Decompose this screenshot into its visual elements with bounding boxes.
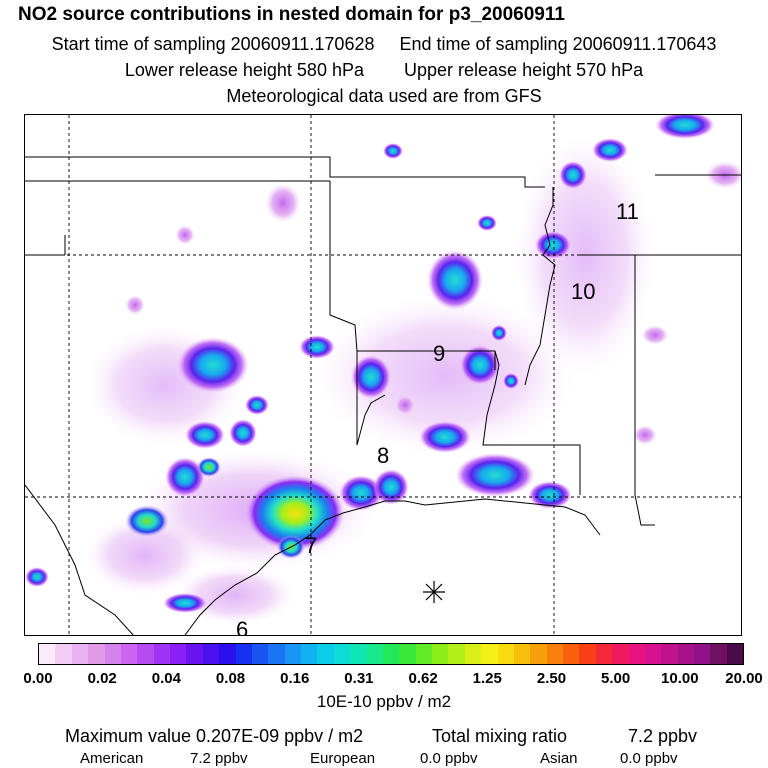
american-label: American	[80, 750, 144, 767]
sampling-start: Start time of sampling 20060911.170628	[51, 34, 375, 54]
colorbar-segment	[39, 644, 56, 664]
coastline	[184, 498, 601, 635]
colorbar-segment	[55, 644, 72, 664]
colorbar-tick-label: 20.00	[725, 670, 763, 687]
colorbar-segment	[71, 644, 89, 664]
colorbar-tick-label: 10.00	[661, 670, 699, 687]
colorbar-segment	[399, 644, 416, 664]
flight-label-7: 7	[305, 533, 318, 558]
total-mixing-value: 7.2 ppbv	[628, 726, 698, 746]
lower-release-height: Lower release height 580 hPa	[124, 60, 364, 80]
flight-label-9: 9	[433, 341, 446, 366]
colorbar-segment	[644, 644, 662, 664]
colorbar-tick-label: 0.62	[408, 670, 438, 687]
map-canvas	[25, 115, 741, 635]
flight-label-6: 6	[236, 617, 249, 636]
total-mixing-label: Total mixing ratio	[432, 726, 568, 746]
colorbar-segment	[202, 644, 220, 664]
colorbar-tick-label: 0.31	[344, 670, 374, 687]
colorbar-segment	[317, 644, 334, 664]
colorbar-segment	[415, 644, 432, 664]
american-value: 7.2 ppbv	[190, 750, 248, 767]
colorbar-segment	[677, 644, 694, 664]
asterisk-icon	[423, 581, 445, 603]
colorbar-tick-label: 0.00	[23, 670, 53, 687]
colorbar-segment	[661, 644, 678, 664]
colorbar-segment	[481, 644, 498, 664]
colorbar-segment	[120, 644, 138, 664]
colorbar-segment	[301, 644, 318, 664]
flight-label-10: 10	[571, 279, 596, 304]
map-title: NO2 source contributions in nested domai…	[18, 4, 565, 25]
colorbar-segment	[694, 644, 711, 664]
colorbar-segment	[284, 644, 301, 664]
european-label: European	[310, 750, 376, 767]
asian-label: Asian	[540, 750, 578, 767]
colorbar-segment	[153, 644, 170, 664]
colorbar-segment	[546, 644, 563, 664]
colorbar-segment	[563, 644, 580, 664]
colorbar-segment	[628, 644, 645, 664]
flight-label-11: 11	[616, 199, 639, 224]
maximum-value: Maximum value 0.207E-09 ppbv / m2	[65, 726, 364, 746]
colorbar-segment	[268, 644, 285, 664]
colorbar-segment	[595, 644, 613, 664]
colorbar-tick-label: 0.04	[151, 670, 181, 687]
european-value: 0.0 ppbv	[420, 750, 478, 767]
colorbar-segment	[350, 644, 367, 664]
colorbar-segment	[448, 644, 465, 664]
colorbar-segment	[366, 644, 383, 664]
colorbar-segment	[88, 644, 105, 664]
colorbar-segment	[579, 644, 596, 664]
colorbar-tick-label: 0.08	[215, 670, 246, 687]
colorbar-segment	[170, 644, 187, 664]
plume-hotspots	[25, 115, 741, 613]
colorbar-tick-label: 5.00	[601, 670, 631, 687]
sampling-end: End time of sampling 20060911.170643	[399, 34, 717, 54]
colorbar-segment	[432, 644, 449, 664]
colorbar-segment	[186, 644, 203, 664]
met-data-note: Meteorological data used are from GFS	[226, 86, 542, 106]
colorbar-segment	[382, 644, 400, 664]
asian-value: 0.0 ppbv	[620, 750, 678, 767]
release-heights: Lower release height 580 hPa Upper relea…	[0, 60, 768, 81]
colorbar-segment	[137, 644, 154, 664]
colorbar-segment	[513, 644, 531, 664]
colorbar-segment	[219, 644, 236, 664]
colorbar-segment	[464, 644, 482, 664]
colorbar-segment	[612, 644, 629, 664]
colorbar-tick-label: 2.50	[536, 670, 567, 687]
map-panel: 11 10 9 8 7 6	[24, 114, 742, 636]
colorbar-segment	[235, 644, 252, 664]
colorbar-tick-label: 0.02	[87, 670, 117, 687]
colorbar-segment	[104, 644, 121, 664]
colorbar-segment	[497, 644, 514, 664]
colorbar-segment	[726, 644, 744, 664]
plume-background	[85, 135, 655, 625]
sampling-times: Start time of sampling 20060911.170628 E…	[0, 34, 768, 55]
colorbar-tick-label: 1.25	[472, 670, 502, 687]
colorbar-segment	[333, 644, 351, 664]
latlon-grid	[25, 115, 741, 635]
colorbar-tick-label: 0.16	[280, 670, 310, 687]
colorbar-segment	[710, 644, 727, 664]
flight-label-8: 8	[377, 443, 390, 468]
mexico-border	[25, 484, 134, 635]
colorbar-units: 10E-10 ppbv / m2	[316, 692, 452, 711]
colorbar	[38, 643, 744, 665]
colorbar-segment	[530, 644, 547, 664]
colorbar-ticks: 0.00 0.02 0.04 0.08 0.16 0.31 0.62 1.25 2.50 5.00…	[0, 670, 768, 690]
upper-release-height: Upper release height 570 hPa	[404, 60, 644, 80]
colorbar-segment	[251, 644, 269, 664]
